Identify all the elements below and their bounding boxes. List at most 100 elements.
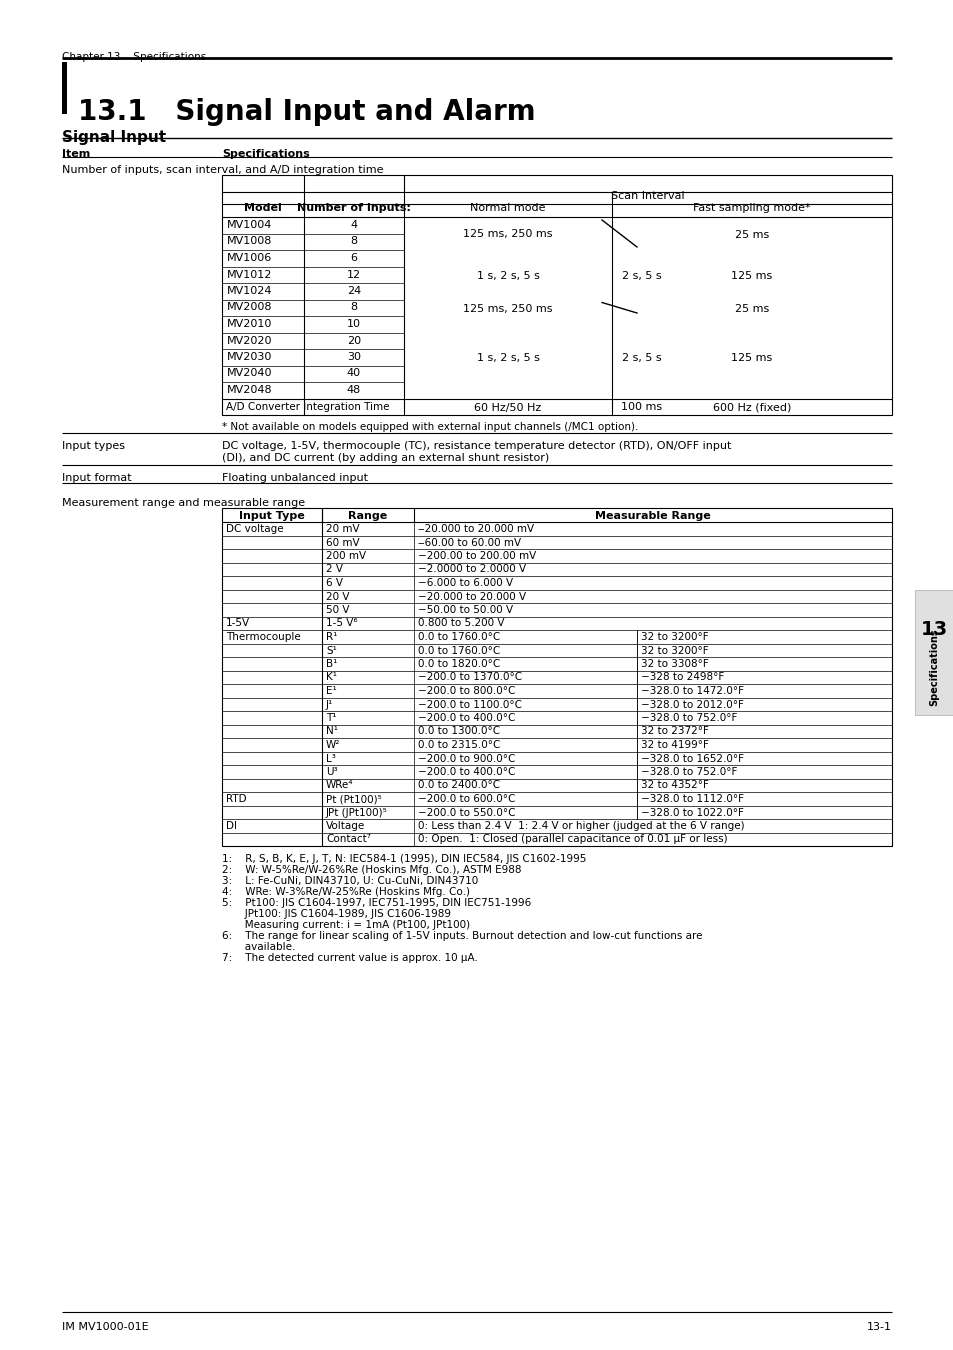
- Text: 100 ms: 100 ms: [620, 402, 662, 413]
- Text: 0.0 to 1820.0°C: 0.0 to 1820.0°C: [417, 659, 499, 670]
- Text: 1 s, 2 s, 5 s: 1 s, 2 s, 5 s: [476, 271, 538, 281]
- Text: Thermocouple: Thermocouple: [226, 632, 300, 643]
- Text: −328.0 to 1652.0°F: −328.0 to 1652.0°F: [640, 753, 743, 764]
- Text: 6: 6: [350, 252, 357, 263]
- Text: 20: 20: [347, 336, 360, 346]
- Text: 5:    Pt100: JIS C1604-1997, IEC751-1995, DIN IEC751-1996: 5: Pt100: JIS C1604-1997, IEC751-1995, D…: [222, 898, 531, 909]
- Text: MV1004: MV1004: [227, 220, 273, 230]
- Text: B¹: B¹: [326, 659, 337, 670]
- Text: −50.00 to 50.00 V: −50.00 to 50.00 V: [417, 605, 513, 616]
- Text: −200.0 to 1100.0°C: −200.0 to 1100.0°C: [417, 699, 521, 710]
- Text: DI: DI: [226, 821, 236, 832]
- Bar: [222, 176, 891, 414]
- Text: 32 to 4352°F: 32 to 4352°F: [640, 780, 708, 791]
- Text: Measuring current: i = 1mA (Pt100, JPt100): Measuring current: i = 1mA (Pt100, JPt10…: [222, 919, 470, 930]
- Text: S¹: S¹: [326, 645, 336, 656]
- Text: T¹: T¹: [326, 713, 336, 724]
- Text: 20 V: 20 V: [326, 591, 349, 602]
- Text: ‒60.00 to 60.00 mV: ‒60.00 to 60.00 mV: [417, 537, 520, 548]
- Text: 125 ms, 250 ms: 125 ms, 250 ms: [463, 230, 552, 239]
- Text: 32 to 3200°F: 32 to 3200°F: [640, 645, 708, 656]
- Text: JPt100: JIS C1604-1989, JIS C1606-1989: JPt100: JIS C1604-1989, JIS C1606-1989: [222, 909, 451, 919]
- Text: MV2010: MV2010: [227, 319, 273, 329]
- Text: JPt (JPt100)⁵: JPt (JPt100)⁵: [326, 807, 387, 818]
- Text: 60 Hz/50 Hz: 60 Hz/50 Hz: [474, 402, 541, 413]
- Text: Number of inputs, scan interval, and A/D integration time: Number of inputs, scan interval, and A/D…: [62, 165, 383, 176]
- Text: 4: 4: [350, 220, 357, 230]
- Text: J¹: J¹: [326, 699, 333, 710]
- Text: U³: U³: [326, 767, 337, 778]
- Text: −328.0 to 1022.0°F: −328.0 to 1022.0°F: [640, 807, 743, 818]
- Text: 0: Open.  1: Closed (parallel capacitance of 0.01 μF or less): 0: Open. 1: Closed (parallel capacitance…: [417, 834, 727, 845]
- Text: −328.0 to 1112.0°F: −328.0 to 1112.0°F: [640, 794, 743, 805]
- Text: 10: 10: [347, 319, 360, 329]
- Text: 13-1: 13-1: [866, 1322, 891, 1332]
- Text: 13: 13: [920, 620, 947, 639]
- Text: 1 s, 2 s, 5 s: 1 s, 2 s, 5 s: [476, 354, 538, 363]
- Text: MV1006: MV1006: [227, 252, 272, 263]
- Text: W²: W²: [326, 740, 340, 751]
- Text: 40: 40: [347, 369, 360, 378]
- Text: 0.0 to 1760.0°C: 0.0 to 1760.0°C: [417, 632, 499, 643]
- Text: −200.0 to 400.0°C: −200.0 to 400.0°C: [417, 713, 515, 724]
- Text: MV2048: MV2048: [227, 385, 273, 396]
- Text: DC voltage, 1-5V, thermocouple (TC), resistance temperature detector (RTD), ON/O: DC voltage, 1-5V, thermocouple (TC), res…: [222, 441, 731, 451]
- Text: 25 ms: 25 ms: [734, 230, 768, 239]
- Text: 13.1   Signal Input and Alarm: 13.1 Signal Input and Alarm: [78, 99, 535, 126]
- Text: Item: Item: [62, 148, 91, 159]
- Text: R¹: R¹: [326, 632, 337, 643]
- Text: Specifications: Specifications: [928, 629, 939, 706]
- Text: 1-5 V⁶: 1-5 V⁶: [326, 618, 357, 629]
- Text: Measurable Range: Measurable Range: [595, 512, 710, 521]
- Text: −2.0000 to 2.0000 V: −2.0000 to 2.0000 V: [417, 564, 525, 575]
- Text: 4:    WRe: W-3%Re/W-25%Re (Hoskins Mfg. Co.): 4: WRe: W-3%Re/W-25%Re (Hoskins Mfg. Co.…: [222, 887, 470, 896]
- Text: Measurement range and measurable range: Measurement range and measurable range: [62, 498, 305, 508]
- Bar: [222, 508, 891, 846]
- Text: IM MV1000-01E: IM MV1000-01E: [62, 1322, 149, 1332]
- Text: Input Type: Input Type: [239, 512, 305, 521]
- Text: 6:    The range for linear scaling of 1-5V inputs. Burnout detection and low-cut: 6: The range for linear scaling of 1-5V …: [222, 931, 701, 941]
- Text: Specifications: Specifications: [222, 148, 310, 159]
- Text: A/D Converter Integration Time: A/D Converter Integration Time: [226, 402, 389, 413]
- Text: 32 to 2372°F: 32 to 2372°F: [640, 726, 708, 737]
- Text: DC voltage: DC voltage: [226, 524, 283, 535]
- Text: MV1012: MV1012: [227, 270, 273, 279]
- Text: Scan Interval: Scan Interval: [611, 190, 684, 201]
- Text: 2 V: 2 V: [326, 564, 343, 575]
- Text: 2:    W: W-5%Re/W-26%Re (Hoskins Mfg. Co.), ASTM E988: 2: W: W-5%Re/W-26%Re (Hoskins Mfg. Co.),…: [222, 865, 521, 875]
- Text: 0.0 to 1760.0°C: 0.0 to 1760.0°C: [417, 645, 499, 656]
- Text: K¹: K¹: [326, 672, 336, 683]
- Text: 12: 12: [347, 270, 360, 279]
- Text: −200.0 to 900.0°C: −200.0 to 900.0°C: [417, 753, 515, 764]
- Text: 6 V: 6 V: [326, 578, 343, 589]
- Text: −6.000 to 6.000 V: −6.000 to 6.000 V: [417, 578, 513, 589]
- Text: 1-5V: 1-5V: [226, 618, 250, 629]
- Text: Pt (Pt100)⁵: Pt (Pt100)⁵: [326, 794, 381, 805]
- Text: 20 mV: 20 mV: [326, 524, 359, 535]
- Text: Contact⁷: Contact⁷: [326, 834, 371, 845]
- Text: 48: 48: [347, 385, 361, 396]
- Text: −328.0 to 752.0°F: −328.0 to 752.0°F: [640, 767, 737, 778]
- Text: 2 s, 5 s: 2 s, 5 s: [621, 354, 661, 363]
- Text: ‒20.000 to 20.000 mV: ‒20.000 to 20.000 mV: [417, 524, 534, 535]
- Text: * Not available on models equipped with external input channels (/MC1 option).: * Not available on models equipped with …: [222, 423, 638, 432]
- Text: −200.00 to 200.00 mV: −200.00 to 200.00 mV: [417, 551, 536, 562]
- Text: 0.800 to 5.200 V: 0.800 to 5.200 V: [417, 618, 504, 629]
- Text: MV1008: MV1008: [227, 236, 273, 247]
- Text: Input types: Input types: [62, 441, 125, 451]
- Text: −200.0 to 800.0°C: −200.0 to 800.0°C: [417, 686, 515, 697]
- Text: 1:    R, S, B, K, E, J, T, N: IEC584-1 (1995), DIN IEC584, JIS C1602-1995: 1: R, S, B, K, E, J, T, N: IEC584-1 (199…: [222, 855, 586, 864]
- Text: MV2008: MV2008: [227, 302, 273, 312]
- Text: available.: available.: [222, 942, 295, 952]
- Text: −200.0 to 550.0°C: −200.0 to 550.0°C: [417, 807, 515, 818]
- Text: 24: 24: [347, 286, 361, 296]
- Text: −200.0 to 1370.0°C: −200.0 to 1370.0°C: [417, 672, 521, 683]
- Text: Voltage: Voltage: [326, 821, 365, 832]
- Text: RTD: RTD: [226, 794, 247, 805]
- Text: −200.0 to 600.0°C: −200.0 to 600.0°C: [417, 794, 515, 805]
- Text: 200 mV: 200 mV: [326, 551, 366, 562]
- Text: 2 s, 5 s: 2 s, 5 s: [621, 271, 661, 281]
- Text: 125 ms: 125 ms: [731, 271, 772, 281]
- Text: 32 to 4199°F: 32 to 4199°F: [640, 740, 708, 751]
- Text: E¹: E¹: [326, 686, 336, 697]
